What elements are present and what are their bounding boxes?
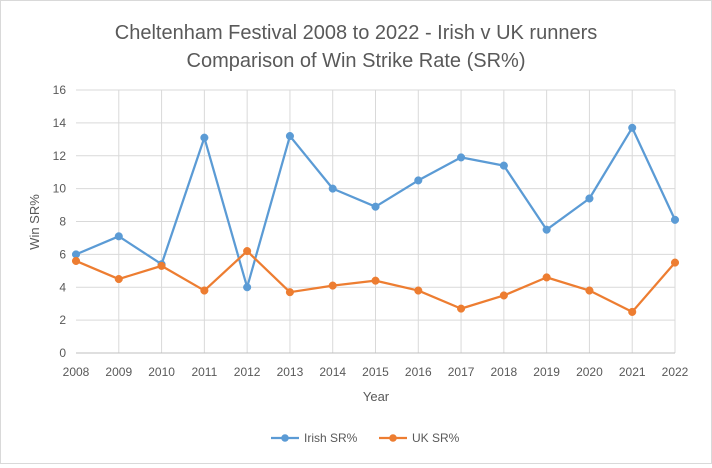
x-tick-label: 2019	[533, 365, 560, 379]
data-point	[157, 261, 166, 270]
data-point	[114, 274, 123, 284]
data-point	[371, 276, 380, 285]
x-tick-label: 2018	[491, 365, 518, 379]
data-point	[499, 161, 508, 170]
data-point	[628, 307, 637, 316]
x-tick-label: 2008	[63, 365, 90, 379]
x-tick-label: 2017	[448, 365, 475, 379]
gridlines	[76, 89, 676, 353]
data-point	[542, 225, 551, 234]
x-tick-label: 2022	[662, 365, 689, 379]
legend-swatch-marker	[281, 434, 289, 442]
data-point	[328, 281, 337, 290]
x-tick-label: 2020	[576, 365, 603, 379]
x-tick-label: 2009	[105, 365, 132, 379]
data-point	[285, 288, 294, 297]
data-point	[114, 232, 123, 241]
chart-title-line-1: Cheltenham Festival 2008 to 2022 - Irish…	[115, 22, 597, 44]
data-point	[499, 291, 508, 300]
legend-label: UK SR%	[412, 431, 460, 445]
data-point	[628, 123, 637, 132]
data-point	[200, 133, 209, 142]
data-point	[585, 286, 594, 295]
x-tick-label: 2014	[319, 365, 346, 379]
legend-label: Irish SR%	[304, 431, 358, 445]
x-tick-label: 2021	[619, 365, 646, 379]
series-uk	[71, 247, 680, 316]
x-axis-label: Year	[363, 389, 390, 404]
data-point	[542, 273, 551, 282]
y-tick-label: 16	[53, 83, 67, 97]
x-tick-label: 2011	[191, 365, 217, 379]
data-point	[670, 215, 680, 224]
data-point	[71, 256, 81, 266]
data-point	[457, 304, 466, 313]
data-point	[670, 258, 680, 267]
y-tick-label: 2	[59, 313, 66, 327]
data-point	[243, 283, 252, 292]
y-tick-label: 0	[59, 346, 66, 360]
x-tick-label: 2015	[362, 365, 389, 379]
data-point	[243, 247, 252, 256]
data-point	[200, 286, 209, 295]
data-point	[371, 202, 380, 211]
y-tick-label: 10	[53, 182, 67, 196]
y-tick-label: 6	[59, 247, 66, 261]
data-point	[585, 194, 594, 203]
data-point	[328, 184, 337, 193]
axes: 0 2 4 6 8 10 12 14 16 2008 2009 2010 2011 2012 2013 201…	[53, 83, 689, 379]
x-tick-label: 2016	[405, 365, 432, 379]
y-axis-label: Win SR%	[27, 194, 42, 250]
legend-item: UK SR%	[379, 431, 460, 445]
x-tick-label: 2010	[148, 365, 175, 379]
legend-item: Irish SR%	[271, 431, 358, 445]
data-point	[414, 286, 423, 295]
legend-swatch-marker	[389, 434, 397, 442]
data-point	[414, 176, 423, 185]
series-layer	[71, 123, 680, 316]
data-point	[285, 131, 294, 141]
x-tick-label: 2012	[234, 365, 261, 379]
x-tick-label: 2013	[277, 365, 304, 379]
y-tick-label: 8	[59, 215, 66, 229]
y-tick-label: 12	[53, 149, 67, 163]
y-tick-label: 14	[53, 116, 67, 130]
y-tick-label: 4	[59, 280, 66, 294]
chart-title-line-2: Comparison of Win Strike Rate (SR%)	[187, 50, 526, 72]
legend: Irish SR% UK SR%	[271, 431, 460, 445]
data-point	[457, 153, 466, 162]
